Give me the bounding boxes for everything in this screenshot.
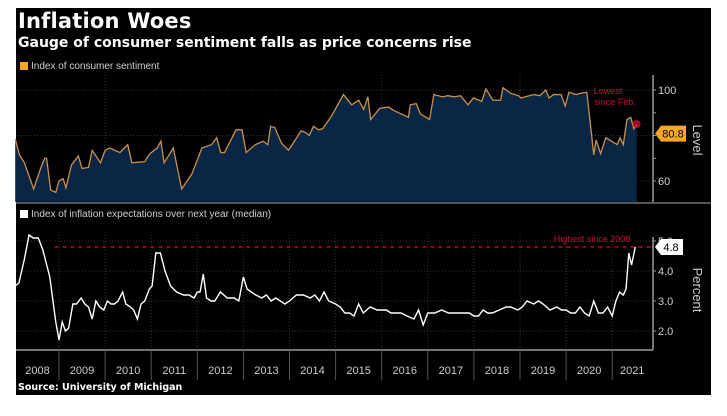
legend-label-sentiment: Index of consumer sentiment xyxy=(31,61,160,72)
legend-swatch-inflation xyxy=(20,210,28,218)
source-note: Source: University of Michigan xyxy=(18,382,183,393)
x-tick-label: 2020 xyxy=(577,365,601,377)
x-tick-label: 2019 xyxy=(531,365,555,377)
sentiment-area xyxy=(15,87,637,202)
y-axis-label-bottom: Percent xyxy=(690,268,705,313)
x-tick-label: 2008 xyxy=(25,365,49,377)
y-axis-label-top: Level xyxy=(690,124,705,155)
legend-inflation: Index of inflation expectations over nex… xyxy=(20,209,271,220)
legend-swatch-sentiment xyxy=(20,62,28,70)
chart-title: Inflation Woes xyxy=(18,9,192,33)
x-tick-label: 2010 xyxy=(116,365,140,377)
inflation-line xyxy=(14,233,636,341)
sentiment-line xyxy=(14,86,638,194)
y-tick-label-bottom: 3.0 xyxy=(658,296,673,308)
x-tick-label: 2017 xyxy=(439,365,463,377)
y-tick-label-top: 60 xyxy=(658,176,670,188)
legend-sentiment: Index of consumer sentiment xyxy=(20,61,159,72)
sentiment-annotation: Lowest since Feb. xyxy=(594,86,636,107)
legend-label-inflation: Index of inflation expectations over nex… xyxy=(31,209,272,220)
x-tick-label: 2009 xyxy=(70,365,94,377)
x-tick-label: 2015 xyxy=(346,365,370,377)
last-value-label-inflation: 4.8 xyxy=(663,242,678,254)
x-tick-label: 2018 xyxy=(485,365,509,377)
x-tick-label: 2011 xyxy=(162,365,186,377)
x-tick-label: 2012 xyxy=(208,365,232,377)
last-value-badge-inflation xyxy=(655,239,683,255)
y-tick-label-bottom: 4.0 xyxy=(658,266,673,278)
x-tick-label: 2021 xyxy=(620,365,644,377)
x-tick-label: 2013 xyxy=(254,365,278,377)
sentiment-annotation-line1: Lowest xyxy=(594,86,623,96)
inflation-annotation: Highest since 2008 xyxy=(554,234,631,244)
sentiment-annotation-line2: since Feb. xyxy=(594,97,636,107)
x-tick-label: 2014 xyxy=(300,365,324,377)
y-tick-label-bottom: 2.0 xyxy=(658,326,673,338)
x-tick-label: 2016 xyxy=(393,365,417,377)
y-tick-label-top: 100 xyxy=(658,85,676,97)
sentiment-last-point-marker xyxy=(632,120,641,129)
chart-subtitle: Gauge of consumer sentiment falls as pri… xyxy=(18,35,472,51)
last-value-badge-sentiment xyxy=(655,125,686,142)
last-value-label-sentiment: 80.8 xyxy=(662,129,683,141)
